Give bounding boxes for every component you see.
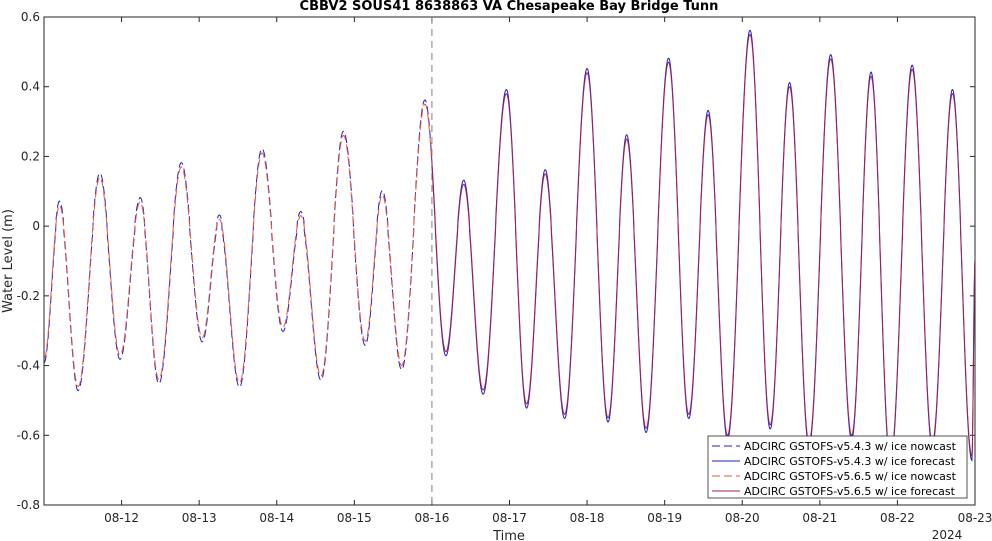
legend-entry-3: ADCIRC GSTOFS-v5.6.5 w/ ice nowcast: [744, 470, 957, 483]
legend-entry-1: ADCIRC GSTOFS-v5.4.3 w/ ice nowcast: [744, 440, 957, 453]
x-year-label: 2024: [932, 528, 963, 541]
x-tick-label: 08-15: [337, 511, 372, 525]
series-line-2: [431, 29, 975, 465]
x-tick-label: 08-12: [104, 511, 139, 525]
x-tick-label: 08-23: [958, 511, 992, 525]
x-tick-label: 08-13: [182, 511, 217, 525]
y-tick-label: 0.2: [21, 149, 40, 163]
series-line-4: [431, 33, 975, 461]
y-tick-label: 0.4: [21, 80, 40, 94]
x-tick-label: 08-20: [725, 511, 760, 525]
x-tick-label: 08-19: [647, 511, 682, 525]
x-axis-label: Time: [492, 529, 525, 541]
x-tick-label: 08-18: [570, 511, 605, 525]
y-tick-label: -0.2: [17, 289, 40, 303]
x-tick-label: 08-17: [492, 511, 527, 525]
x-tick-label: 08-21: [802, 511, 837, 525]
x-tick-label: 08-14: [259, 511, 294, 525]
y-tick-label: -0.8: [17, 498, 40, 512]
legend-entry-4: ADCIRC GSTOFS-v5.6.5 w/ ice forecast: [744, 485, 956, 498]
y-tick-label: -0.6: [17, 428, 40, 442]
legend-entry-2: ADCIRC GSTOFS-v5.4.3 w/ ice forecast: [744, 455, 956, 468]
series-line-1: [44, 99, 433, 392]
legend-box: [707, 435, 968, 499]
y-tick-label: 0.6: [21, 10, 40, 24]
y-axis-label: Water Level (m): [1, 209, 16, 313]
chart-title: CBBV2 SOUS41 8638863 VA Chesapeake Bay B…: [300, 0, 719, 14]
series-line-3: [44, 103, 433, 388]
y-tick-label: 0: [32, 219, 40, 233]
plot-area: -0.8 -0.6 -0.4 -0.2 0 0.2 0.4 0.6 08-12 08-13 08-1…: [17, 10, 992, 525]
x-tick-label: 08-16: [414, 511, 449, 525]
x-tick-label: 08-22: [880, 511, 915, 525]
y-tick-label: -0.4: [17, 359, 40, 373]
